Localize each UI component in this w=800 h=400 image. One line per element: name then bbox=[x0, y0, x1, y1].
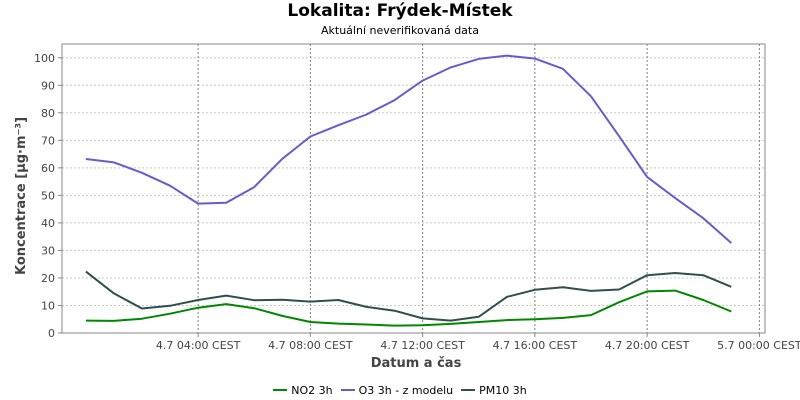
x-tick-label: 4.7 04:00 CEST bbox=[156, 339, 241, 352]
chart-title: Lokalita: Frýdek-Místek bbox=[287, 1, 513, 21]
y-tick-label: 60 bbox=[41, 162, 55, 175]
x-tick-label: 4.7 08:00 CEST bbox=[268, 339, 353, 352]
series-line-3 bbox=[85, 270, 732, 322]
legend-swatch bbox=[340, 389, 355, 391]
y-tick-label: 30 bbox=[41, 244, 55, 257]
x-axis-ticks: 4.7 04:00 CEST 4.7 08:00 CEST 4.7 12:00 CE… bbox=[156, 333, 800, 352]
y-tick-label: 80 bbox=[41, 107, 55, 120]
legend-label: NO2 3h bbox=[291, 383, 333, 397]
legend-item: PM10 3h bbox=[461, 384, 527, 397]
legend-label: O3 3h - z modelu bbox=[358, 383, 454, 397]
x-tick-label: 5.7 00:00 CEST bbox=[717, 339, 800, 352]
legend-label: PM10 3h bbox=[479, 383, 527, 397]
y-axis-ticks: 0 10 20 30 40 50 60 70 80 90 100 bbox=[34, 52, 62, 340]
legend-swatch bbox=[273, 389, 288, 391]
y-tick-label: 90 bbox=[41, 79, 55, 92]
series-line-2 bbox=[85, 54, 732, 244]
y-tick-label: 0 bbox=[48, 327, 55, 340]
y-tick-label: 20 bbox=[41, 272, 55, 285]
series-line-1 bbox=[85, 289, 732, 327]
x-axis-label: Datum a čas bbox=[371, 356, 462, 371]
y-tick-label: 40 bbox=[41, 217, 55, 230]
y-tick-label: 10 bbox=[41, 299, 55, 312]
x-tick-label: 4.7 20:00 CEST bbox=[605, 339, 690, 352]
x-tick-label: 4.7 16:00 CEST bbox=[493, 339, 578, 352]
y-tick-label: 50 bbox=[41, 189, 55, 202]
y-tick-label: 100 bbox=[34, 52, 55, 65]
y-axis-label: Koncentrace [µg·m⁻³] bbox=[14, 117, 29, 275]
legend-swatch bbox=[461, 389, 476, 391]
chart-subtitle: Aktuální neverifikovaná data bbox=[321, 24, 479, 37]
series-lines bbox=[85, 54, 732, 327]
gridlines bbox=[62, 44, 765, 334]
x-tick-label: 4.7 12:00 CEST bbox=[380, 339, 465, 352]
legend: NO2 3h O3 3h - z modelu PM10 3h bbox=[0, 381, 800, 397]
y-tick-label: 70 bbox=[41, 134, 55, 147]
legend-item: O3 3h - z modelu bbox=[340, 383, 454, 397]
legend-item: NO2 3h bbox=[273, 383, 333, 397]
